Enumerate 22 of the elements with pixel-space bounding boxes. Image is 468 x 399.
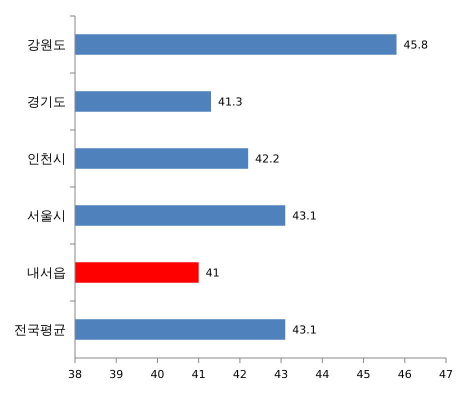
- data-label: 41.3: [218, 95, 243, 108]
- y-tick-label: 인천시: [27, 152, 66, 168]
- x-tick-label: 46: [398, 368, 412, 381]
- x-tick-label: 44: [315, 368, 330, 381]
- y-tick-label: 강원도: [27, 38, 66, 54]
- data-label: 42.2: [255, 152, 280, 166]
- y-tick-label: 서울시: [27, 209, 66, 224]
- x-tick-label: 45: [356, 368, 371, 381]
- x-tick-label: 43: [274, 368, 288, 381]
- x-tick-label: 40: [150, 368, 164, 381]
- y-tick-label: 내서읍: [27, 266, 66, 282]
- x-tick-label: 42: [232, 368, 247, 381]
- y-tick-label: 전국평균: [14, 323, 66, 338]
- x-tick-label: 41: [192, 368, 206, 381]
- x-tick-label: 38: [68, 368, 82, 381]
- data-label: 43.1: [292, 323, 317, 336]
- x-tick-label: 47: [439, 368, 453, 381]
- x-tick-label: 39: [109, 368, 124, 381]
- data-label: 43.1: [292, 209, 317, 222]
- data-label: 41: [206, 266, 220, 280]
- y-tick-label: 경기도: [27, 95, 66, 110]
- data-label: 45.8: [404, 38, 428, 52]
